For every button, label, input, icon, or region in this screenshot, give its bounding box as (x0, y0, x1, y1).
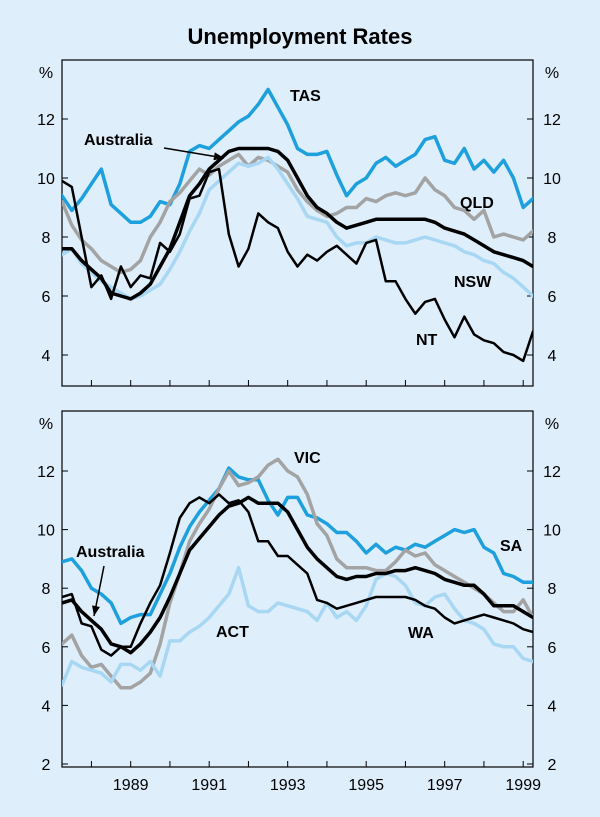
series-label-wa: WA (408, 625, 434, 642)
y-tick-label-right: 12 (543, 464, 561, 481)
y-unit-right-2: % (545, 416, 559, 433)
australia-pointer-top (163, 147, 225, 161)
y-tick-label-right: 12 (543, 112, 561, 129)
y-tick-label-left: 10 (37, 171, 55, 188)
y-tick-label-left: 8 (42, 581, 51, 598)
y-tick-label-left: 4 (42, 348, 51, 365)
y-tick-label-right: 8 (548, 581, 557, 598)
y-tick-label-right: 8 (548, 230, 557, 247)
series-label-qld: QLD (460, 195, 494, 212)
series-line-australia-2 (62, 495, 533, 655)
y-tick-label-right: 10 (543, 523, 561, 540)
series-label-nsw: NSW (454, 274, 492, 291)
series-label-sa: SA (500, 538, 523, 555)
y-tick-label-right: 4 (548, 698, 557, 715)
y-tick-label-left: 6 (42, 640, 51, 657)
y-tick-label-right: 6 (548, 640, 557, 657)
series-label-tas: TAS (290, 88, 321, 105)
panel-2-frame (61, 410, 534, 768)
australia-pointer-bottom (92, 565, 105, 617)
panel-1-frame (61, 59, 534, 387)
y-tick-label-right: 10 (543, 171, 561, 188)
series-line-qld-1 (62, 152, 533, 275)
series-line-vic-2 (62, 457, 533, 690)
series-label-australia: Australia (84, 132, 153, 149)
series-line-sa-2 (62, 466, 533, 626)
chart-title: Unemployment Rates (188, 24, 413, 49)
series-line-australia-1 (62, 146, 533, 301)
x-tick-label: 1995 (348, 777, 384, 794)
series-label-australia: Australia (76, 544, 145, 561)
x-tick-label: 1993 (270, 777, 306, 794)
x-tick-label: 1999 (505, 777, 541, 794)
series-line-tas-1 (62, 87, 533, 225)
series-line-act-2 (62, 565, 533, 687)
series-label-nt: NT (416, 332, 438, 349)
series-line-wa-2 (62, 493, 533, 657)
y-tick-label-left: 4 (42, 698, 51, 715)
y-unit-right-1: % (545, 65, 559, 82)
y-tick-label-left: 2 (42, 757, 51, 774)
y-unit-left-2: % (39, 416, 53, 433)
x-tick-label: 1989 (113, 777, 149, 794)
y-tick-label-right: 2 (548, 757, 557, 774)
series-line-nsw-1 (62, 155, 533, 301)
x-tick-label: 1997 (427, 777, 463, 794)
x-tick-label: 1991 (191, 777, 227, 794)
y-tick-label-left: 6 (42, 289, 51, 306)
y-tick-label-left: 12 (37, 112, 55, 129)
y-tick-label-left: 10 (37, 523, 55, 540)
y-tick-label-left: 12 (37, 464, 55, 481)
series-label-vic: VIC (294, 450, 321, 467)
series-label-act: ACT (216, 624, 249, 641)
y-tick-label-right: 6 (548, 289, 557, 306)
y-tick-label-left: 8 (42, 230, 51, 247)
y-unit-left-1: % (39, 65, 53, 82)
y-tick-label-right: 4 (548, 348, 557, 365)
series-line-nt-1 (62, 167, 533, 363)
